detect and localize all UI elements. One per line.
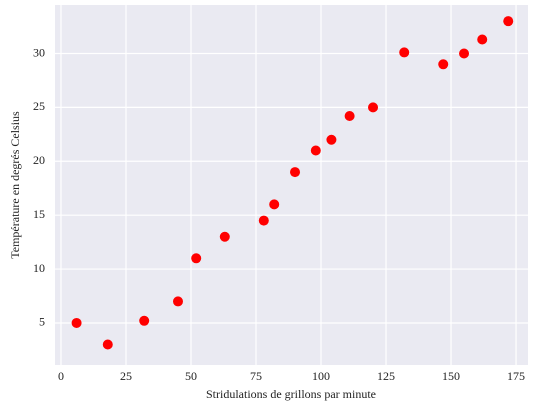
- point: [290, 167, 301, 178]
- point: [477, 34, 488, 45]
- x-tick-label: 150: [442, 369, 460, 383]
- y-tick-label: 25: [33, 99, 45, 113]
- point: [326, 134, 337, 145]
- point: [399, 47, 410, 58]
- point: [269, 199, 280, 210]
- point: [459, 48, 470, 59]
- y-tick-label: 30: [33, 45, 45, 59]
- y-tick-label: 10: [33, 261, 45, 275]
- x-tick-label: 125: [377, 369, 395, 383]
- point: [344, 111, 355, 122]
- x-tick-label: 175: [507, 369, 525, 383]
- y-tick-label: 15: [33, 207, 45, 221]
- point: [219, 231, 230, 242]
- point: [191, 253, 202, 264]
- point: [102, 339, 113, 350]
- point: [172, 296, 183, 307]
- y-tick-label: 20: [33, 153, 45, 167]
- x-tick-label: 75: [250, 369, 262, 383]
- plot-area: [55, 5, 528, 365]
- point: [71, 317, 82, 328]
- x-axis-label: Stridulations de grillons par minute: [206, 387, 376, 401]
- point: [258, 215, 269, 226]
- x-tick-label: 25: [120, 369, 132, 383]
- point: [368, 102, 379, 113]
- y-tick-label: 5: [39, 315, 45, 329]
- x-tick-label: 0: [58, 369, 64, 383]
- point: [139, 315, 150, 326]
- point: [438, 59, 449, 70]
- x-tick-label: 100: [312, 369, 330, 383]
- point: [503, 16, 514, 27]
- point: [310, 145, 321, 156]
- y-axis-label: Température en degrés Celsius: [8, 111, 22, 259]
- x-tick-label: 50: [185, 369, 197, 383]
